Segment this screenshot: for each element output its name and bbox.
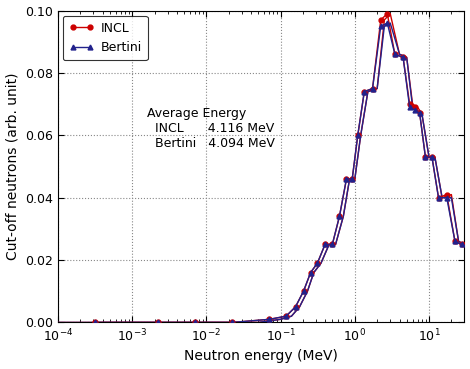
Line: Bertini: Bertini [93, 21, 464, 325]
Bertini [266, 317, 272, 321]
Bertini [229, 320, 235, 325]
Line: INCL: INCL [93, 11, 464, 325]
Bertini [283, 314, 289, 318]
Bertini [337, 214, 342, 218]
INCL [370, 86, 376, 91]
INCL [417, 111, 423, 116]
INCL [344, 177, 349, 181]
Bertini [314, 261, 320, 265]
Bertini [293, 305, 298, 309]
Bertini [370, 86, 376, 91]
INCL [314, 261, 320, 265]
Bertini [378, 24, 384, 28]
Bertini [392, 52, 398, 56]
Bertini [361, 89, 367, 94]
Bertini [436, 196, 441, 200]
INCL [459, 242, 464, 246]
Bertini [407, 105, 413, 110]
INCL [329, 242, 335, 246]
INCL [378, 18, 384, 22]
INCL [392, 52, 398, 56]
INCL [436, 196, 441, 200]
INCL [355, 133, 360, 138]
Legend: INCL, Bertini: INCL, Bertini [63, 15, 148, 60]
Bertini [329, 242, 335, 246]
Bertini [417, 111, 423, 116]
Bertini [92, 320, 98, 325]
INCL [337, 214, 342, 218]
INCL [322, 242, 328, 246]
Bertini [384, 21, 390, 25]
INCL [429, 155, 435, 159]
Bertini [423, 155, 428, 159]
X-axis label: Neutron energy (MeV): Neutron energy (MeV) [184, 349, 338, 363]
INCL [308, 270, 313, 275]
Bertini [322, 242, 328, 246]
INCL [361, 89, 367, 94]
Bertini [452, 239, 458, 244]
INCL [412, 105, 418, 110]
Bertini [355, 133, 360, 138]
Bertini [349, 177, 355, 181]
INCL [229, 320, 235, 325]
INCL [400, 55, 406, 59]
INCL [423, 155, 428, 159]
INCL [293, 305, 298, 309]
Bertini [344, 177, 349, 181]
INCL [407, 102, 413, 106]
Bertini [459, 242, 464, 246]
Bertini [308, 270, 313, 275]
INCL [266, 317, 272, 321]
Bertini [192, 320, 198, 325]
INCL [155, 320, 161, 325]
Bertini [444, 196, 450, 200]
INCL [192, 320, 198, 325]
INCL [283, 314, 289, 318]
INCL [452, 239, 458, 244]
Bertini [301, 289, 306, 293]
Bertini [155, 320, 161, 325]
Bertini [429, 155, 435, 159]
INCL [301, 289, 306, 293]
INCL [92, 320, 98, 325]
INCL [384, 11, 390, 16]
Y-axis label: Cut-off neutrons (arb. unit): Cut-off neutrons (arb. unit) [6, 73, 20, 260]
Text: Average Energy
  INCL      4.116 MeV
  Bertini   4.094 MeV: Average Energy INCL 4.116 MeV Bertini 4.… [148, 107, 275, 150]
Bertini [412, 108, 418, 113]
Bertini [400, 55, 406, 59]
INCL [444, 192, 450, 197]
INCL [349, 177, 355, 181]
